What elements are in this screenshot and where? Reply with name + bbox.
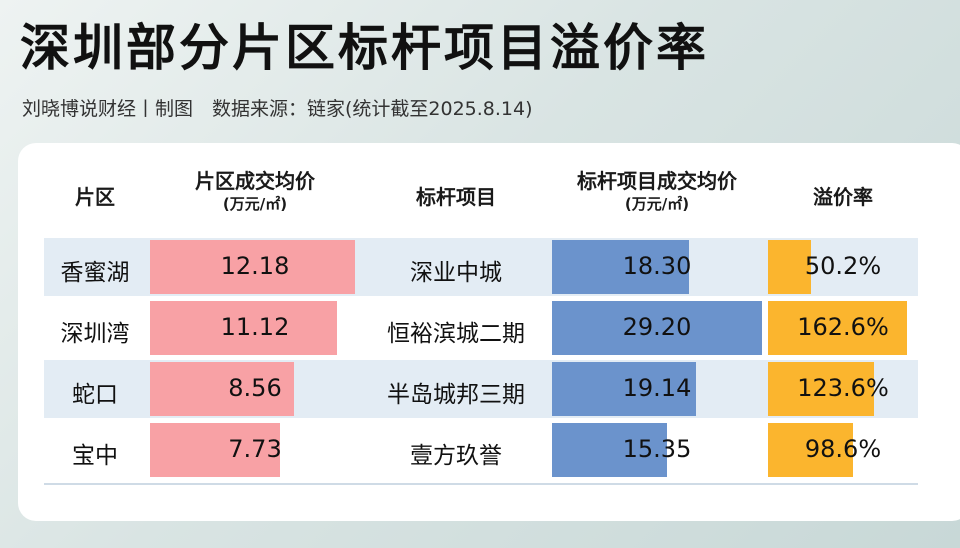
project-price-bar <box>552 423 668 477</box>
district-price-bar <box>150 423 280 477</box>
district-name: 蛇口 <box>72 382 118 408</box>
project-price-value: 19.14 <box>622 374 692 402</box>
table-bottom-rule <box>44 483 918 485</box>
district-name: 宝中 <box>72 443 118 469</box>
page-subtitle: 刘晓博说财经丨制图 数据来源：链家(统计截至2025.8.14) <box>22 98 533 120</box>
district-price-bar <box>150 240 355 294</box>
premium-bar <box>768 301 908 355</box>
project-price-bar <box>552 362 696 416</box>
district-price-value: 12.18 <box>220 252 290 280</box>
project-name: 半岛城邦三期 <box>387 382 525 408</box>
header-project-price-unit: (万元/㎡) <box>624 195 690 213</box>
premium-value: 162.6% <box>797 313 889 341</box>
district-name: 香蜜湖 <box>60 260 130 286</box>
project-price-value: 18.30 <box>622 252 692 280</box>
project-price-bar <box>552 301 762 355</box>
project-name: 深业中城 <box>410 260 502 286</box>
district-price-value: 7.73 <box>228 435 282 463</box>
project-name: 壹方玖誉 <box>410 443 502 469</box>
premium-bar <box>768 423 853 477</box>
header-district-label: 片区 <box>75 185 115 209</box>
header-premium: 溢价率 <box>768 184 918 210</box>
header-district-price-label: 片区成交均价 <box>195 169 315 193</box>
project-name: 恒裕滨城二期 <box>387 321 525 347</box>
premium-bar <box>768 240 812 294</box>
header-project: 标杆项目 <box>364 184 548 210</box>
premium-value: 98.6% <box>804 435 882 463</box>
header-district-price-unit: (万元/㎡) <box>222 195 288 213</box>
page-title: 深圳部分片区标杆项目溢价率 <box>20 19 709 77</box>
header-project-price: 标杆项目成交均价 (万元/㎡) <box>552 168 762 214</box>
header-premium-label: 溢价率 <box>813 185 873 209</box>
district-price-bar <box>150 362 294 416</box>
header-district-price: 片区成交均价 (万元/㎡) <box>150 168 360 214</box>
header-project-label: 标杆项目 <box>416 185 496 209</box>
project-price-value: 29.20 <box>622 313 692 341</box>
header-district: 片区 <box>44 184 146 210</box>
premium-value: 50.2% <box>804 252 882 280</box>
project-price-value: 15.35 <box>622 435 692 463</box>
premium-value: 123.6% <box>797 374 889 402</box>
project-price-bar <box>552 240 690 294</box>
district-name: 深圳湾 <box>60 321 130 347</box>
header-project-price-label: 标杆项目成交均价 <box>577 169 737 193</box>
district-price-bar <box>150 301 337 355</box>
premium-bar <box>768 362 874 416</box>
district-price-value: 8.56 <box>228 374 282 402</box>
district-price-value: 11.12 <box>220 313 290 341</box>
